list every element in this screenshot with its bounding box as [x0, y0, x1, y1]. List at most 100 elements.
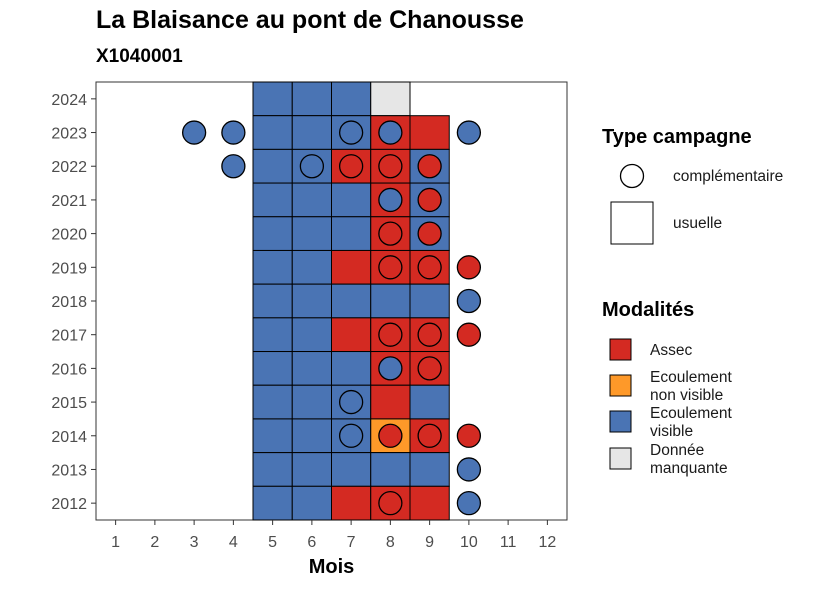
legend-modalites-title: Modalités [602, 299, 694, 321]
tile-2014-5-ecoulement-visible [252, 418, 293, 454]
legend-label-ecoulement-visible: Ecoulement visible [650, 405, 733, 440]
tile-2024-5-ecoulement-visible [252, 81, 293, 117]
tile-2017-5-ecoulement-visible [252, 317, 293, 353]
tile-2015-8-assec [370, 384, 411, 420]
tile-2020-7-ecoulement-visible [331, 216, 372, 251]
point-2022-4-ecoulement-visible [221, 154, 246, 179]
x-tick-label-7: 7 [347, 534, 356, 551]
legend-swatch-ecoulement-non-visible [609, 374, 632, 397]
point-2014-7-ecoulement-visible [338, 423, 364, 448]
legend-type-label-complementaire: complémentaire [673, 168, 783, 185]
x-tick-label-9: 9 [425, 534, 434, 551]
x-tick-label-10: 10 [460, 534, 478, 551]
legend-label-donnee-manquante: Donnée manquante [650, 442, 728, 477]
point-2018-10-ecoulement-visible [456, 288, 482, 314]
legend-label-ecoulement-non-visible: Ecoulement non visible [650, 369, 733, 404]
legend-circle-key [619, 163, 645, 189]
legend-swatch-ecoulement-visible [609, 410, 632, 433]
point-2023-7-ecoulement-visible [338, 120, 364, 145]
x-tick-label-11: 11 [500, 534, 517, 551]
point-2022-7-assec [338, 154, 364, 179]
x-tick-label-3: 3 [190, 534, 199, 551]
point-2021-8-ecoulement-visible [378, 187, 403, 213]
y-tick-label-2014: 2014 [51, 429, 87, 446]
legend-swatch-donnee-manquante [609, 447, 632, 470]
x-tick-label-12: 12 [538, 534, 556, 551]
point-2014-10-assec [456, 423, 482, 448]
y-tick-label-2021: 2021 [51, 193, 87, 210]
point-2020-8-assec [378, 221, 403, 246]
tile-2013-7-ecoulement-visible [331, 452, 372, 487]
y-tick-label-2020: 2020 [51, 227, 87, 244]
legend-type-title: Type campagne [602, 126, 752, 148]
point-2017-10-assec [456, 322, 482, 347]
point-2020-9-assec [417, 221, 442, 246]
axes-layer: 1 2 3 4 5 6 7 8 9 10 11 122012201320142015201620172… [51, 92, 556, 578]
y-tick-label-2016: 2016 [51, 361, 87, 378]
tile-2024-7-ecoulement-visible [331, 81, 372, 117]
tile-2017-7-assec [331, 317, 372, 353]
tile-2016-7-ecoulement-visible [331, 351, 372, 386]
tile-2019-6-ecoulement-visible [291, 249, 332, 285]
tile-2012-5-ecoulement-visible [252, 485, 293, 521]
tile-2012-6-ecoulement-visible [291, 485, 332, 521]
y-tick-label-2022: 2022 [51, 159, 87, 176]
x-axis-title: Mois [309, 556, 355, 578]
tile-2018-9-ecoulement-visible [409, 283, 450, 319]
tile-2015-6-ecoulement-visible [291, 384, 332, 420]
tile-2023-9-assec [409, 115, 450, 150]
tile-2024-6-ecoulement-visible [291, 81, 332, 117]
tile-2018-5-ecoulement-visible [252, 283, 293, 319]
point-2022-8-assec [378, 154, 403, 179]
x-tick-label-1: 1 [111, 534, 120, 551]
tiles-layer [252, 81, 450, 521]
point-2021-9-assec [417, 187, 442, 213]
tile-2021-6-ecoulement-visible [291, 182, 332, 218]
tile-2019-7-assec [331, 249, 372, 285]
point-2014-9-assec [417, 423, 442, 448]
point-2023-8-ecoulement-visible [378, 120, 403, 145]
x-tick-label-4: 4 [229, 534, 238, 551]
tile-2015-5-ecoulement-visible [252, 384, 293, 420]
tile-2015-9-ecoulement-visible [409, 384, 450, 420]
tile-2014-6-ecoulement-visible [291, 418, 332, 454]
legend-square-key [610, 201, 654, 245]
y-tick-label-2017: 2017 [51, 328, 87, 345]
tile-2023-5-ecoulement-visible [252, 115, 293, 150]
tile-2013-8-ecoulement-visible [370, 452, 411, 487]
point-2023-4-ecoulement-visible [221, 120, 246, 145]
legend: Type campagne complémentaire usuelle Modali… [602, 126, 783, 477]
point-2017-8-assec [378, 322, 403, 347]
chart-title: La Blaisance au pont de Chanousse [96, 6, 524, 34]
y-tick-label-2012: 2012 [51, 496, 87, 513]
y-tick-label-2013: 2013 [51, 462, 87, 479]
tile-2021-7-ecoulement-visible [331, 182, 372, 218]
y-tick-label-2024: 2024 [51, 92, 87, 109]
point-2012-10-ecoulement-visible [456, 491, 482, 516]
legend-label-assec: Assec [650, 342, 692, 359]
tile-2012-7-assec [331, 485, 372, 521]
tile-2018-8-ecoulement-visible [370, 283, 411, 319]
tile-2020-6-ecoulement-visible [291, 216, 332, 251]
tile-2021-5-ecoulement-visible [252, 182, 293, 218]
point-2017-9-assec [417, 322, 442, 347]
point-2019-9-assec [417, 255, 442, 280]
tile-2016-5-ecoulement-visible [252, 351, 293, 386]
tile-2020-5-ecoulement-visible [252, 216, 293, 251]
tile-2018-7-ecoulement-visible [331, 283, 372, 319]
y-tick-label-2015: 2015 [51, 395, 87, 412]
tile-2023-6-ecoulement-visible [291, 115, 332, 150]
tile-2013-9-ecoulement-visible [409, 452, 450, 487]
point-2016-9-assec [417, 356, 442, 381]
point-2013-10-ecoulement-visible [456, 457, 482, 482]
legend-type-label-usuelle: usuelle [673, 215, 722, 232]
point-2019-8-assec [378, 255, 403, 280]
x-tick-label-8: 8 [386, 534, 395, 551]
tile-2012-9-assec [409, 485, 450, 521]
tile-2016-6-ecoulement-visible [291, 351, 332, 386]
y-tick-label-2019: 2019 [51, 260, 87, 277]
point-2023-3-ecoulement-visible [181, 120, 207, 145]
tile-2022-5-ecoulement-visible [252, 148, 293, 184]
x-tick-label-6: 6 [307, 534, 316, 551]
y-tick-label-2018: 2018 [51, 294, 87, 311]
